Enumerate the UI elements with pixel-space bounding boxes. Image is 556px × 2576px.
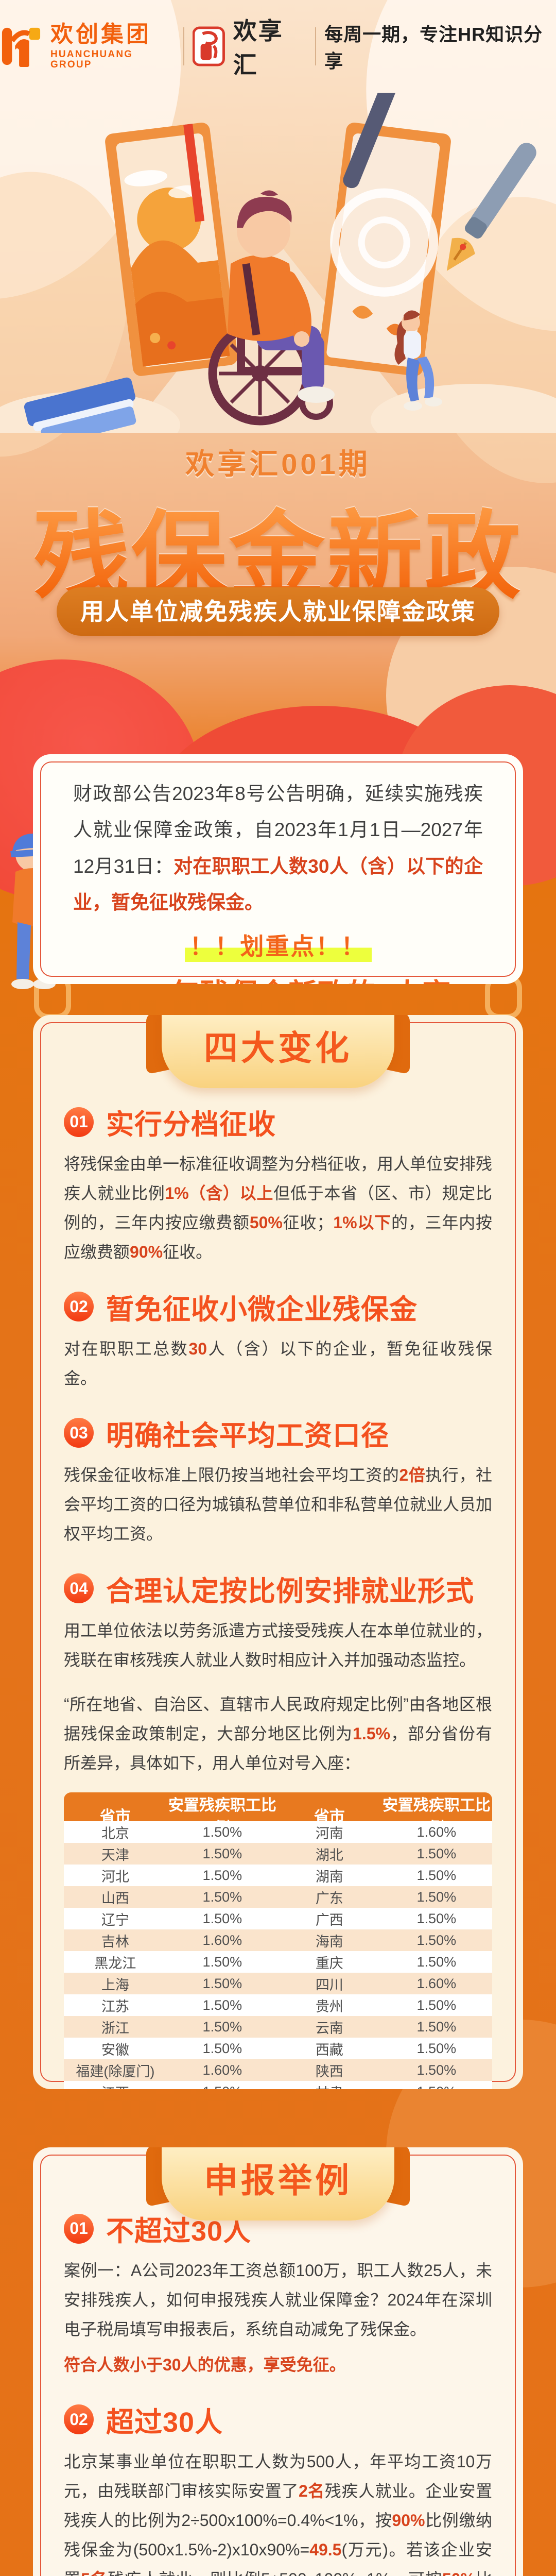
- issue-label: 欢享汇001期: [185, 448, 371, 480]
- change-3-number: 03: [64, 1418, 94, 1448]
- table-row: 河北 1.50% 湖南 1.50%: [64, 1865, 492, 1887]
- table-row: 吉林 1.60% 海南 1.50%: [64, 1929, 492, 1952]
- changes-section-title: 四大变化: [162, 1015, 394, 1088]
- cases-card: 申报举例 01 不超过30人 案例一：A公司2023年工资总额100万，职工人数…: [33, 2147, 523, 2576]
- header: 欢创集团 HUANCHUANG GROUP 欢享汇 每周一期，专注HR知识分享: [0, 0, 556, 93]
- intro-highlight-2: 2024年残保金新政的4大变化！: [73, 971, 483, 984]
- poster-subtitle-pill: 用人单位减免残疾人就业保障金政策: [57, 587, 499, 636]
- case-1-conclusion: 符合人数小于30人的优惠，享受免征。: [64, 2355, 346, 2374]
- wheelchair-man: [208, 190, 335, 426]
- case-1-body: 案例一：A公司2023年工资总额100万，职工人数25人，未安排残疾人，如何申报…: [64, 2261, 492, 2338]
- change-1-body: 将残保金由单一标准征收调整为分档征收，用人单位安排残疾人就业比例1%（含）以上但…: [64, 1155, 493, 1261]
- header-divider-2: [315, 27, 317, 65]
- change-item-4: 04 合理认定按比例安排就业形式 用工单位依法以劳务派遣方式接受残疾人在本单位就…: [64, 1568, 492, 1675]
- change-2-title: 暂免征收小微企业残保金: [106, 1294, 418, 1325]
- case-1-title: 不超过30人: [106, 2216, 252, 2247]
- table-row: 辽宁 1.50% 广西 1.50%: [64, 1908, 492, 1930]
- open-book-right: [318, 122, 451, 376]
- case-2-title: 超过30人: [106, 2406, 223, 2438]
- case-2-number: 02: [64, 2404, 94, 2435]
- change-3-title: 明确社会平均工资口径: [106, 1420, 389, 1451]
- change-3-body: 残保金征收标准上限仍按当地社会平均工资的2倍执行，社会平均工资的口径为城镇私营单…: [64, 1465, 493, 1543]
- header-tagline: 每周一期，专注HR知识分享: [324, 24, 543, 72]
- intro-lead: 财政部公告2023年8号公告明确，延续实施残疾人就业保障金政策，自2023年1月…: [73, 783, 483, 913]
- case-1-number: 01: [64, 2213, 94, 2244]
- blue-books: [24, 377, 136, 433]
- cases-section-ribbon: 申报举例: [144, 2147, 412, 2221]
- change-2-number: 02: [64, 1292, 94, 1322]
- cases-section-title: 申报举例: [162, 2147, 394, 2221]
- changes-card: 四大变化 01 实行分档征收 将残保金由单一标准征收调整为分档征收，用人单位安排…: [33, 1015, 523, 2089]
- table-row: 北京 1.50% 河南 1.60%: [64, 1821, 492, 1843]
- changes-section-ribbon: 四大变化: [144, 1015, 412, 1088]
- hero-illustration: [0, 93, 556, 433]
- province-ratio-table: 省市 安置残疾职工比例 省市 安置残疾职工比例 北京 1.50% 河南 1.60% 天津 1.50…: [64, 1792, 492, 2089]
- change-item-2: 02 暂免征收小微企业残保金 对在职职工总数30人（含）以下的企业，暂免征收残保…: [64, 1286, 492, 1393]
- intro-card: 财政部公告2023年8号公告明确，延续实施残疾人就业保障金政策，自2023年1月…: [33, 754, 523, 984]
- case-item-1: 01 不超过30人 案例一：A公司2023年工资总额100万，职工人数25人，未…: [64, 2208, 492, 2380]
- huanchuang-logo-text: 欢创集团 HUANCHUANG GROUP: [50, 21, 175, 71]
- huanxianghui-seal-icon: [193, 26, 225, 66]
- change-1-title: 实行分档征收: [106, 1109, 276, 1140]
- table-row: 安徽 1.50% 西藏 1.50%: [64, 2038, 492, 2060]
- intro-highlight-1: ！！划重点！！: [184, 928, 372, 962]
- change-item-1: 01 实行分档征收 将残保金由单一标准征收调整为分档征收，用人单位安排残疾人就业…: [64, 1101, 492, 1267]
- cloud-right: [371, 384, 556, 433]
- table-row: 天津 1.50% 湖北 1.50%: [64, 1843, 492, 1865]
- table-row: 江苏 1.50% 贵州 1.50%: [64, 1994, 492, 2016]
- header-divider-1: [183, 27, 185, 65]
- brand-name: 欢享汇: [233, 18, 284, 78]
- group-name: 欢创集团: [50, 21, 151, 47]
- table-row: 浙江 1.50% 云南 1.50%: [64, 2016, 492, 2038]
- change-1-number: 01: [64, 1107, 94, 1137]
- runner-girl: [394, 310, 442, 411]
- table-row: 福建(除厦门) 1.60% 陕西 1.50%: [64, 2059, 492, 2081]
- ratio-note: “所在地省、自治区、直辖市人民政府规定比例”由各地区根据残保金政策制定，大部分地…: [64, 1695, 492, 1773]
- table-row: 山西 1.50% 广东 1.50%: [64, 1886, 492, 1908]
- change-item-3: 03 明确社会平均工资口径 残保金征收标准上限仍按当地社会平均工资的2倍执行，社…: [64, 1413, 492, 1549]
- table-row: 江西1.50%甘肃1.50%: [64, 2081, 492, 2089]
- change-2-body: 对在职职工总数30人（含）以下的企业，暂免征收残保金。: [64, 1339, 492, 1387]
- table-row: 黑龙江 1.50% 重庆 1.50%: [64, 1951, 492, 1973]
- pencil-icon: [343, 93, 402, 189]
- change-4-body: 用工单位依法以劳务派遣方式接受残疾人在本单位就业的，残联在审核残疾人就业人数时相…: [64, 1621, 493, 1669]
- group-name-en: HUANCHUANG GROUP: [50, 49, 133, 71]
- huanchuang-logo-icon: [2, 27, 41, 67]
- case-item-2: 02 超过30人 北京某事业单位在职职工人数为500人，年平均工资10万元，由残…: [64, 2399, 492, 2576]
- fountain-pen-icon: [446, 143, 536, 271]
- change-4-title: 合理认定按比例安排就业形式: [106, 1575, 474, 1607]
- table-row: 上海 1.50% 四川 1.60%: [64, 1973, 492, 1995]
- case-2-body: 北京某事业单位在职职工人数为500人，年平均工资10万元，由残联部门审核实际安置…: [64, 2452, 492, 2576]
- change-4-number: 04: [64, 1573, 94, 1604]
- open-book-left: [105, 122, 238, 376]
